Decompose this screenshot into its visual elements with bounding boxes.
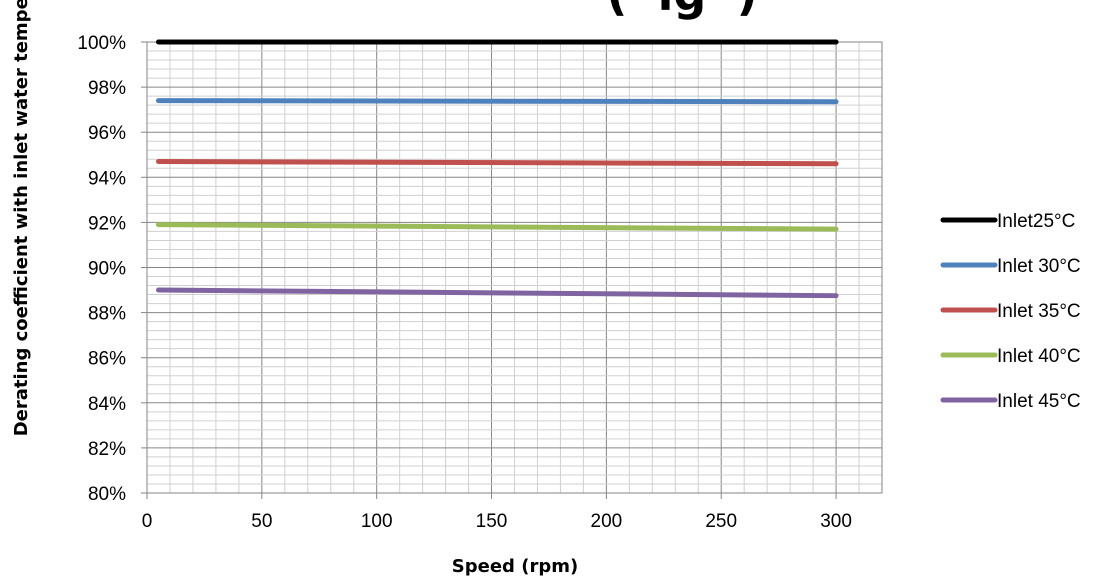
series-line-5 — [155, 287, 839, 299]
x-tick-label: 50 — [251, 511, 272, 532]
y-tick-label: 90% — [88, 259, 126, 280]
x-tick-label: 250 — [705, 511, 737, 532]
series-line-2 — [155, 98, 839, 105]
tick-labels: 0 50 100 150 200 250 300 80% 82% 84% 86% 88% 90% 92% 9… — [77, 33, 852, 532]
y-tick-label: 86% — [88, 349, 126, 370]
x-tick-label: 150 — [476, 511, 508, 532]
legend-label: Inlet 35°C — [997, 301, 1081, 322]
x-tick-label: 200 — [591, 511, 623, 532]
x-axis-title: Speed (rpm) — [452, 556, 578, 577]
x-tick-label: 0 — [142, 511, 153, 532]
legend-label: Inlet 30°C — [997, 256, 1081, 277]
legend-label: Inlet 45°C — [997, 391, 1081, 412]
chart-title-fragment: (“ig”) — [606, 0, 757, 21]
x-tick-label: 100 — [361, 511, 393, 532]
y-tick-label: 96% — [88, 123, 126, 144]
y-tick-label: 92% — [88, 213, 126, 234]
y-tick-label: 80% — [88, 484, 126, 505]
y-tick-label: 84% — [88, 394, 126, 415]
y-tick-label: 82% — [88, 439, 126, 460]
legend: Inlet25°C Inlet 30°C Inlet 35°C Inlet 40°C I… — [940, 211, 1081, 412]
y-tick-label: 98% — [88, 78, 126, 99]
series-line-3 — [155, 159, 839, 167]
y-tick-label: 94% — [88, 168, 126, 189]
legend-label: Inlet 40°C — [997, 346, 1081, 367]
series-line-4 — [155, 222, 839, 232]
y-tick-label: 88% — [88, 304, 126, 325]
y-axis-title: Derating coefficient with inlet water te… — [11, 0, 32, 436]
series-lines — [155, 39, 839, 299]
grid — [146, 41, 883, 494]
x-tick-label: 300 — [820, 511, 852, 532]
legend-label: Inlet25°C — [997, 211, 1075, 232]
y-tick-label: 100% — [77, 33, 126, 54]
